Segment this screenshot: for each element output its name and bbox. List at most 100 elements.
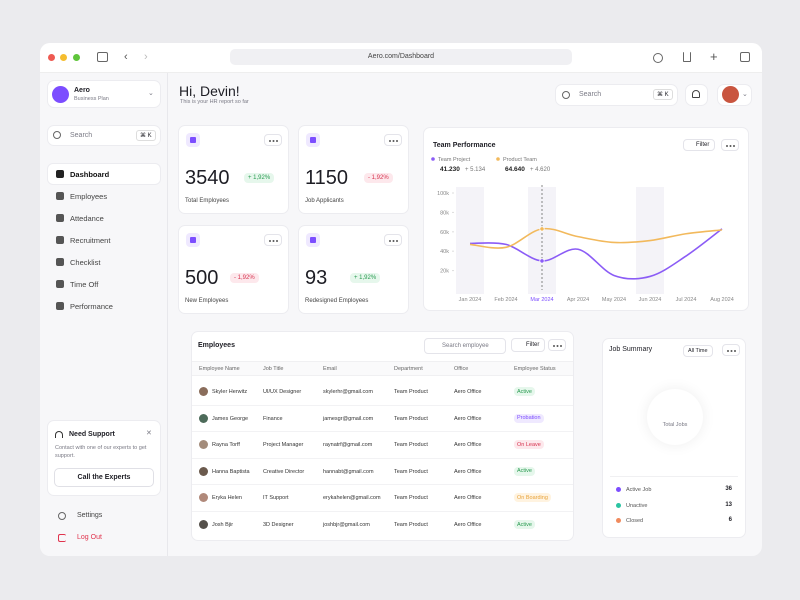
logout-link[interactable]: Log Out [77,534,102,541]
employee-avatar [199,466,208,476]
column-header: Office [454,366,469,372]
support-button[interactable]: Call the Experts [54,468,154,487]
hover-dot [539,258,545,264]
more-button[interactable] [721,139,739,151]
search-shortcut: ⌘ K [136,130,156,141]
job-label: Closed [626,518,644,524]
avatar [722,86,739,103]
sidebar-icon[interactable] [97,52,108,62]
table-cell: Aero Office [454,468,482,475]
status-badge: Probation [514,413,544,423]
y-tick-label: 40k [440,249,449,255]
status-badge: On Boarding [514,493,551,503]
series-line [469,228,723,280]
tabs-icon[interactable] [740,52,750,62]
job-value: 36 [725,486,732,492]
series-line [469,227,723,249]
support-text: Contact with one of our experts to get s… [55,445,147,459]
legend-name: Product Team [503,157,537,163]
nav-item[interactable]: Employees [70,192,108,201]
nav-icon [56,214,64,222]
new-tab-icon[interactable]: + [710,49,718,64]
forward-icon[interactable]: › [144,51,148,63]
nav-icon [56,192,64,200]
share-icon[interactable] [683,52,691,62]
url-bar[interactable] [230,49,572,65]
support-close[interactable]: ✕ [146,430,152,437]
employee-avatar [199,493,208,503]
nav-icon [56,236,64,244]
job-value: 6 [728,517,732,523]
status-badge: On Leave [514,440,544,450]
x-tick-label: Feb 2024 [494,297,517,303]
stat-label: New Employees [185,298,229,304]
employee-avatar [199,387,208,396]
table-cell: Josh Bjir [212,522,234,528]
close-dot[interactable] [48,54,55,61]
employee-filter[interactable]: Filter [511,338,546,352]
table-header-bg [192,361,573,376]
min-dot[interactable] [60,54,67,61]
table-cell: Team Product [394,522,428,528]
more-button[interactable] [264,234,282,246]
legend-swatch [616,502,621,508]
logout-icon [58,534,66,542]
table-cell: Team Product [394,495,428,502]
row-divider [192,511,573,512]
legend-change: + 5.134 [465,167,486,173]
table-cell: Team Product [394,389,428,395]
y-tick-label: 100k [437,191,449,197]
more-button[interactable] [384,134,402,146]
nav-item[interactable]: Checklist [70,258,101,267]
legend-total: 41.230 [440,166,460,173]
download-icon[interactable] [653,53,663,63]
nav-icon [56,170,64,178]
settings-link[interactable]: Settings [77,512,103,519]
x-tick-label: Mar 2024 [530,297,553,303]
stat-label: Total Employees [185,198,230,204]
x-tick-label: Aug 2024 [710,297,734,303]
table-cell: Skyler Herwitz [212,389,248,395]
nav-item[interactable]: Time Off [70,280,99,289]
employee-search[interactable]: Search employee [424,338,506,354]
table-cell: Aero Office [454,415,482,422]
nav-item[interactable]: Recruitment [70,236,111,245]
filter-button[interactable]: Filter [683,139,716,151]
stat-value: 500 [185,267,219,289]
nav-item[interactable]: Performance [70,302,113,311]
header-search-placeholder: Search [579,91,602,98]
max-dot[interactable] [73,54,80,61]
more-button[interactable] [722,344,740,356]
job-summary-title: Job Summary [609,346,653,353]
table-cell: Hanna Baptista [212,468,250,475]
table-cell: Creative Director [263,468,305,475]
greeting: Hi, Devin! [179,83,240,99]
nav-item[interactable]: Dashboard [70,170,110,179]
table-cell: Team Product [394,468,428,475]
highlight-band [528,187,556,294]
table-cell: Team Product [394,415,428,422]
sidebar-search[interactable] [47,125,161,146]
back-icon[interactable]: ‹ [124,51,128,63]
job-label: Active Job [626,487,652,493]
nav-icon [56,302,64,310]
y-tick-label: 20k [440,269,449,275]
period-select[interactable]: All Time [683,345,713,357]
search-icon [53,131,61,139]
table-cell: hannabt@gmail.com [323,468,374,475]
employee-avatar [199,440,208,450]
table-cell: Aero Office [454,522,482,528]
brand-name: Aero [74,87,90,94]
table-cell: Aero Office [454,442,482,449]
more-button[interactable] [548,339,566,351]
employees-title: Employees [198,342,235,349]
more-button[interactable] [384,234,402,246]
nav-item[interactable]: Attedance [70,214,104,223]
brand-toggle[interactable]: ⌄ [148,90,154,97]
more-button[interactable] [264,134,282,146]
stat-label: Redesigned Employees [305,298,369,304]
x-tick-label: Jan 2024 [459,297,482,303]
legend-swatch [616,518,621,523]
header-search[interactable] [555,84,678,106]
job-label: Unactive [626,502,648,509]
